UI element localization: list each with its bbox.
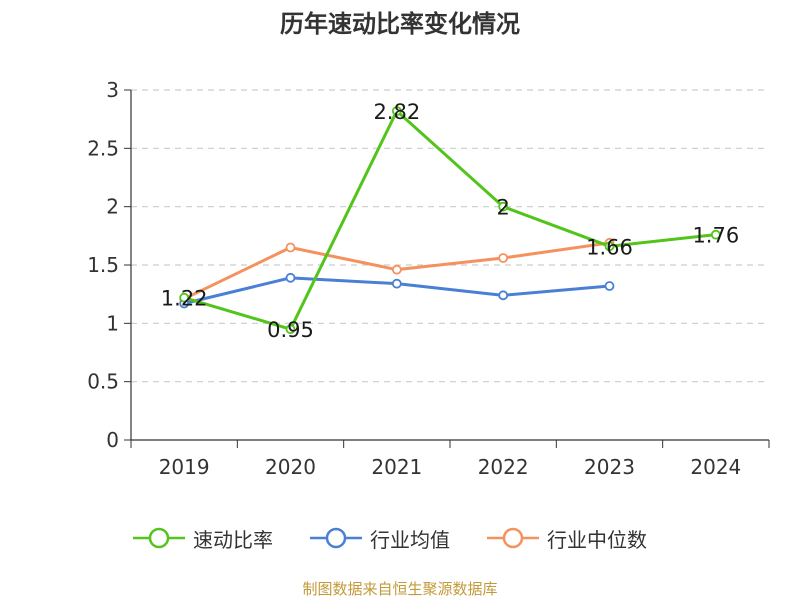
data-point — [498, 201, 509, 212]
x-tick-label: 2019 — [159, 455, 210, 479]
data-label: 1.22 — [161, 287, 208, 311]
series-line-0 — [183, 109, 716, 331]
legend-marker-icon — [487, 527, 539, 549]
data-point — [285, 272, 296, 283]
x-tick-label: 2023 — [584, 455, 635, 479]
y-tick-label: 3 — [106, 78, 119, 102]
series-lines — [179, 106, 721, 335]
x-tick-label: 2022 — [478, 455, 529, 479]
legend-item-1[interactable]: 行业均值 — [310, 518, 450, 558]
data-label: 1.66 — [586, 235, 633, 259]
legend: 速动比率 行业均值 行业中位数 — [0, 518, 800, 558]
legend-marker-icon — [133, 527, 185, 549]
data-point — [391, 106, 402, 116]
legend-label: 速动比率 — [193, 527, 273, 552]
y-tick-label: 2 — [106, 195, 119, 219]
legend-marker-icon — [310, 527, 362, 549]
data-point — [498, 290, 509, 301]
x-tick-label: 2024 — [690, 455, 741, 479]
y-tick-label: 2.5 — [87, 136, 119, 160]
data-point — [604, 281, 615, 291]
legend-label: 行业中位数 — [547, 527, 647, 552]
chart-title: 历年速动比率变化情况 — [280, 10, 520, 38]
data-labels: 1.22 0.95 2.82 2 1.66 1.76 — [161, 100, 739, 342]
data-label: 0.95 — [267, 318, 314, 342]
data-point — [391, 278, 402, 289]
y-tick-label: 1.5 — [87, 253, 119, 277]
data-point — [604, 241, 615, 252]
grid-lines — [131, 89, 769, 383]
axes: 0 0.5 1 1.5 2 2.5 3 2019 2020 2021 2022 2023 2024 — [87, 78, 770, 479]
x-tick-label: 2020 — [265, 455, 316, 479]
legend-item-0[interactable]: 速动比率 — [133, 518, 273, 558]
data-label: 2.82 — [373, 100, 420, 124]
source-note: 制图数据来自恒生聚源数据库 — [302, 580, 498, 598]
x-tick-label: 2021 — [371, 455, 422, 479]
legend-label: 行业均值 — [370, 527, 450, 552]
y-tick-label: 1 — [106, 311, 119, 335]
data-point — [710, 229, 721, 240]
data-point — [391, 264, 402, 275]
data-point — [285, 242, 296, 253]
data-point — [285, 324, 296, 335]
y-tick-label: 0.5 — [87, 370, 119, 394]
data-point — [179, 292, 190, 303]
data-label: 2 — [496, 196, 509, 220]
data-point — [498, 253, 509, 263]
legend-item-2[interactable]: 行业中位数 — [487, 518, 647, 558]
data-label: 1.76 — [692, 224, 739, 248]
y-tick-label: 0 — [106, 428, 119, 452]
